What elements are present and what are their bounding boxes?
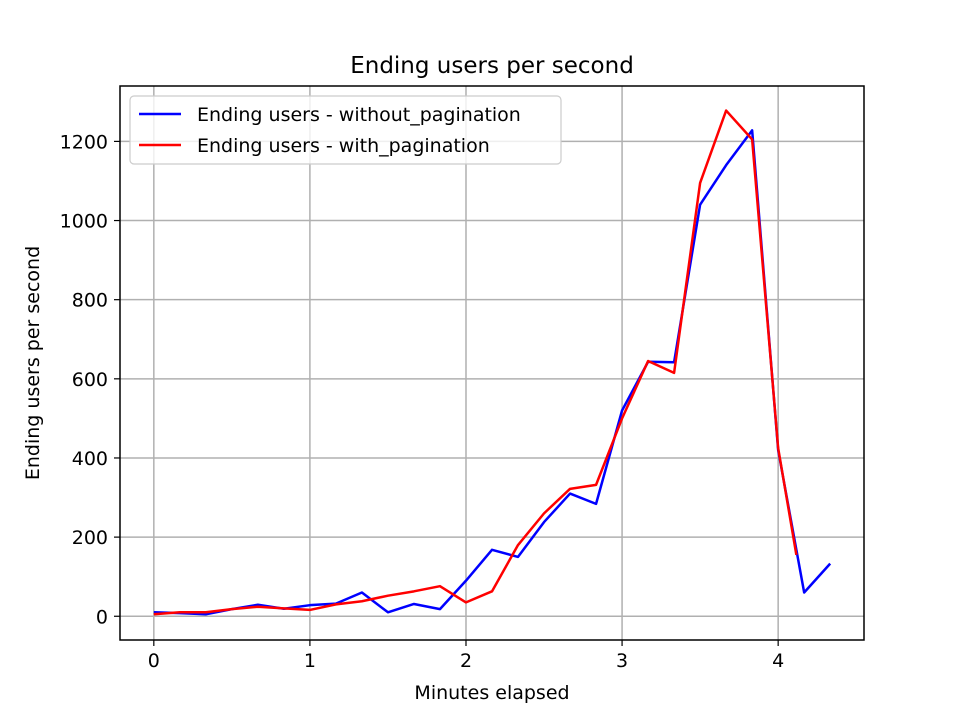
y-tick-label: 1000 (60, 211, 108, 233)
series-group (153, 109, 832, 616)
ticks: 0 1 2 3 4 0 200 400 600 800 1000 1200 (60, 131, 785, 672)
y-tick-label: 400 (72, 448, 108, 470)
plot-frame (119, 85, 865, 641)
series-line-with-pagination (153, 109, 798, 616)
grid (120, 86, 864, 640)
x-tick-label: 2 (460, 650, 472, 672)
y-tick-label: 600 (72, 369, 108, 391)
y-tick-label: 800 (72, 290, 108, 312)
chart-title: Ending users per second (350, 53, 634, 79)
legend-label-with-pagination: Ending users - with_pagination (197, 135, 490, 157)
legend: Ending users - without_pagination Ending… (129, 95, 562, 165)
y-tick-label: 0 (96, 606, 108, 628)
x-tick-label: 0 (148, 650, 160, 672)
legend-box (129, 95, 562, 165)
y-tick-label: 200 (72, 527, 108, 549)
y-axis-label: Ending users per second (22, 246, 44, 480)
x-tick-label: 4 (772, 650, 784, 672)
y-tick-label: 1200 (60, 131, 108, 153)
x-axis-label: Minutes elapsed (414, 682, 569, 704)
x-tick-label: 1 (304, 650, 316, 672)
legend-label-without-pagination: Ending users - without_pagination (197, 104, 521, 126)
x-tick-label: 3 (616, 650, 628, 672)
